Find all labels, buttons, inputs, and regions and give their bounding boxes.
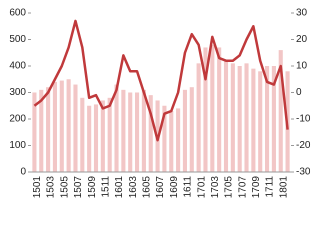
bar [107,97,112,172]
bar [73,84,78,172]
bar [100,100,105,172]
bar [210,44,215,172]
x-tick-label: 1503 [46,176,57,199]
bar [39,89,44,172]
bar [148,95,153,172]
x-tick-label: 1601 [114,176,125,199]
y-tick-label: 200 [9,114,26,125]
bar [169,111,174,172]
x-tick-label: 1709 [251,176,262,199]
y2-tick-label: 10 [296,61,308,72]
y2-tick-label: -30 [296,167,311,178]
bar [162,105,167,172]
y2-tick-label: 30 [296,8,308,19]
x-tick-label: 1701 [196,176,207,199]
bar [93,104,99,172]
bar [237,66,242,172]
x-tick-label: 1501 [32,176,43,199]
bar [230,63,235,172]
y-tick-label: 0 [20,167,26,178]
y-tick-label: 100 [9,140,26,151]
y2-tick-label: -10 [296,114,311,125]
y2-tick-label: 20 [296,34,308,45]
x-tick-label: 1705 [224,176,235,199]
x-tick-label: 1507 [73,176,84,199]
bar [196,63,201,172]
x-tick-label: 1511 [100,176,111,198]
bar [223,60,229,173]
bar [128,92,133,172]
x-tick-label: 1707 [237,176,248,199]
bar [121,89,126,172]
bar [182,89,187,172]
bar [141,89,146,172]
line [33,19,289,142]
bar [251,68,256,172]
x-tick-label: 1603 [128,176,139,199]
x-tick-label: 1711 [265,176,276,198]
y-tick-label: 600 [9,8,26,19]
bar [258,71,263,172]
bar [189,87,194,172]
bar [217,47,222,173]
x-tick-label: 1703 [210,176,221,199]
y2-tick-label: -20 [296,140,311,151]
x-tick-label: 1509 [87,176,98,199]
bar [59,80,64,172]
bar [135,92,140,172]
bar [176,108,181,172]
x-tick-label: 1605 [142,176,153,199]
y-tick-label: 400 [9,61,26,72]
bar [32,92,37,172]
bar [66,79,71,172]
x-tick-label: 1801 [278,176,289,199]
bar [244,63,249,172]
bar [271,66,276,172]
bar [52,81,57,172]
bar [46,87,51,172]
x-tick-label: 1609 [169,176,180,199]
bar [80,97,85,172]
y-tick-label: 300 [9,87,26,98]
x-tick-label: 1611 [183,176,194,198]
bar [278,50,283,172]
bar [265,66,270,172]
x-tick-label: 1607 [155,176,166,199]
x-tick-label: 1505 [59,176,70,199]
bar [114,84,119,172]
bar [203,47,208,173]
y-tick-label: 500 [9,34,26,45]
bar [87,105,92,172]
y2-tick-label: 0 [296,87,302,98]
